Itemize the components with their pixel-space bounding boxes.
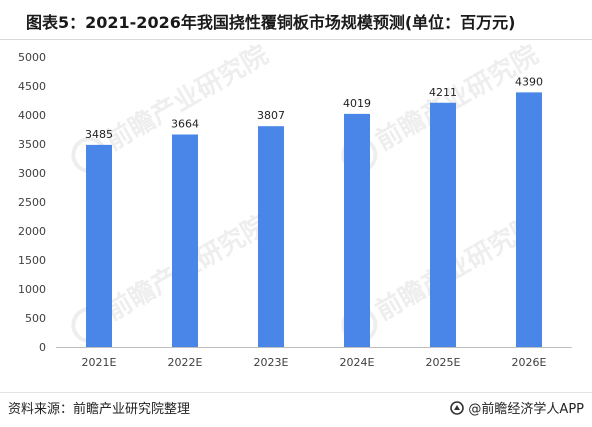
y-axis: 0 500 1000 1500 2000 2500 3000 3500 4000 4500 5000: [18, 51, 46, 354]
x-axis: 2021E 2022E 2023E 2024E 2025E 2026E: [56, 347, 572, 369]
bar-value-label: 4390: [515, 75, 543, 88]
bar: [172, 134, 198, 347]
x-tick-label: 2023E: [254, 356, 289, 369]
y-tick-label: 3500: [18, 138, 46, 151]
title-divider: [0, 39, 592, 40]
bar-value-label: 4211: [429, 86, 457, 99]
y-tick-label: 1500: [18, 254, 46, 267]
x-tick-label: 2025E: [426, 356, 461, 369]
y-tick-label: 2500: [18, 196, 46, 209]
bar: [344, 113, 370, 347]
bar-series: 3485 3664 3807 4019 4211 4390: [85, 75, 543, 348]
bar: [430, 102, 456, 348]
bar: [516, 92, 542, 347]
bar-value-label: 3807: [257, 109, 285, 122]
brand-logo-icon: [450, 400, 465, 415]
y-tick-label: 3000: [18, 167, 46, 180]
bar-value-label: 3664: [171, 117, 199, 130]
y-tick-label: 4000: [18, 109, 46, 122]
brand-credit: @前瞻经济学人APP: [450, 398, 584, 417]
x-tick-label: 2021E: [82, 356, 117, 369]
y-tick-label: 5000: [18, 51, 46, 64]
source-note: 资料来源：前瞻产业研究院整理: [8, 402, 191, 417]
bar-value-label: 4019: [343, 97, 371, 110]
bar-chart: 前瞻产业研究院前瞻产业研究院前瞻产业研究院前瞻产业研究院 0 500 1000 150…: [18, 39, 572, 369]
x-tick-label: 2026E: [512, 356, 547, 369]
y-tick-label: 0: [39, 341, 46, 354]
y-tick-label: 4500: [18, 80, 46, 93]
x-tick-label: 2024E: [340, 356, 375, 369]
brand-name: @前瞻经济学人APP: [468, 402, 584, 417]
chart-title: 图表5：2021-2026年我国挠性覆铜板市场规模预测(单位：百万元): [26, 13, 516, 32]
y-tick-label: 1000: [18, 283, 46, 296]
y-tick-label: 500: [25, 312, 46, 325]
bar-value-label: 3485: [85, 128, 113, 141]
x-tick-label: 2022E: [168, 356, 203, 369]
y-tick-label: 2000: [18, 225, 46, 238]
watermark-layer: 前瞻产业研究院前瞻产业研究院前瞻产业研究院前瞻产业研究院: [71, 39, 544, 343]
bar: [86, 144, 112, 347]
bar: [258, 126, 284, 347]
footer-divider: [0, 392, 592, 393]
